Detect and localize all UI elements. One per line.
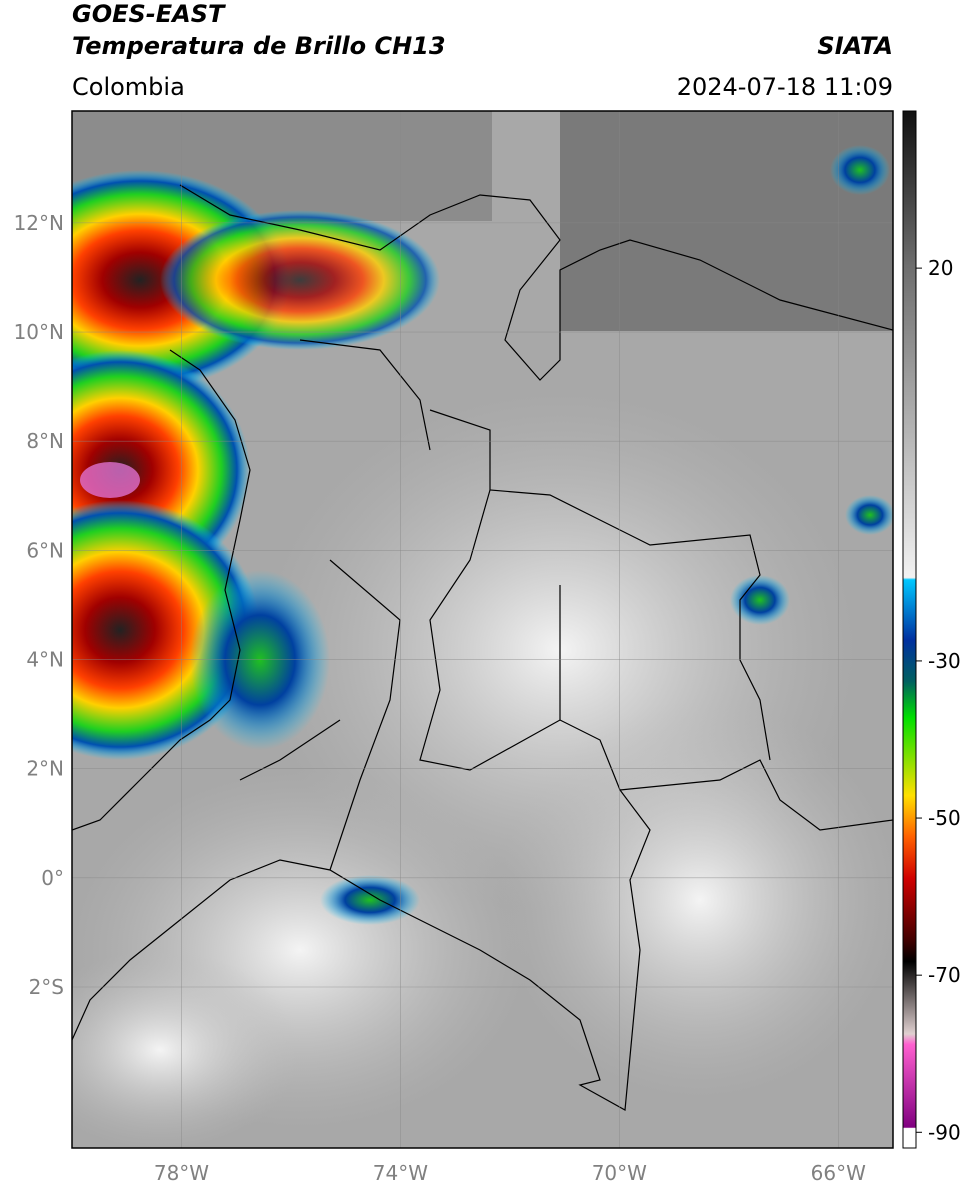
colorbar	[902, 110, 917, 1149]
lat-tick-label: 6°N	[26, 538, 64, 562]
lat-tick-label: 10°N	[14, 320, 64, 344]
colorbar-tick-label: -70	[928, 963, 961, 987]
datetime: 2024-07-18 11:09	[677, 73, 893, 101]
lat-tick-label: 4°N	[26, 648, 64, 672]
colorbar-tick-label: -90	[928, 1120, 961, 1144]
region: Colombia	[72, 73, 185, 101]
lon-tick-label: 66°W	[811, 1161, 866, 1185]
product: Temperatura de Brillo CH13	[72, 32, 446, 60]
lat-tick-label: 0°	[41, 866, 64, 890]
satellite-image	[72, 111, 893, 1148]
lon-tick-label: 74°W	[373, 1161, 428, 1185]
lat-tick-label: 2°S	[29, 975, 64, 999]
axis-labels: 78°W 74°W 70°W 66°W 12°N 10°N 8°N 6°N 4°N 2°N 0° 2°…	[14, 211, 961, 1185]
lat-tick-label: 8°N	[26, 429, 64, 453]
satellite: GOES-EAST	[72, 0, 226, 28]
colorbar-tick-label: -50	[928, 806, 961, 830]
lat-tick-label: 12°N	[14, 211, 64, 235]
lon-tick-label: 70°W	[592, 1161, 647, 1185]
colorbar-tick-label: -30	[928, 649, 961, 673]
graticule	[72, 111, 893, 1148]
map-frame	[71, 110, 894, 1149]
source: SIATA	[817, 32, 893, 60]
colorbar-tick-label: 20	[928, 256, 953, 280]
lat-tick-label: 2°N	[26, 757, 64, 781]
lon-tick-label: 78°W	[154, 1161, 209, 1185]
